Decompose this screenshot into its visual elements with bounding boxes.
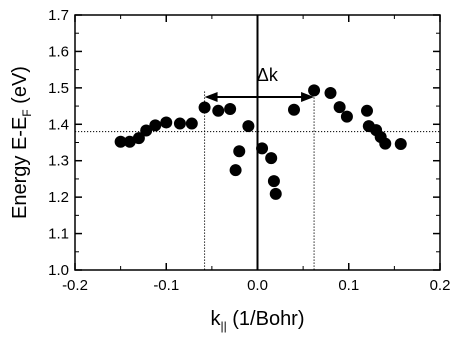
data-points	[114, 84, 407, 200]
y-tick-label: 1.0	[48, 262, 69, 279]
data-point	[361, 104, 373, 117]
data-point	[340, 110, 353, 123]
data-point	[114, 135, 127, 148]
y-tick-label: 1.3	[48, 153, 69, 170]
y-tick-label: 1.7	[48, 7, 69, 24]
data-point	[265, 152, 278, 165]
x-tick-label: 0.0	[247, 277, 268, 294]
data-point	[149, 119, 162, 132]
y-tick-label: 1.4	[48, 116, 69, 133]
data-point	[173, 117, 186, 130]
x-tick-label: 0.2	[430, 277, 451, 294]
data-point	[198, 101, 211, 114]
delta-k-annotation: Δk	[204, 65, 315, 102]
x-tick-label: 0.1	[338, 277, 359, 294]
data-point	[233, 145, 246, 158]
arrow-head-left	[204, 91, 218, 102]
y-tick-label: 1.5	[48, 80, 69, 97]
data-point	[394, 137, 407, 150]
arrow-head-right	[301, 91, 315, 102]
data-point	[160, 116, 173, 129]
x-tick-label: -0.1	[153, 277, 179, 294]
data-point	[123, 135, 136, 148]
data-point	[379, 137, 392, 150]
data-point	[212, 104, 225, 117]
y-axis-label: Energy E-EF (eV)	[9, 66, 34, 219]
data-point	[229, 164, 242, 177]
data-point	[269, 187, 282, 200]
delta-k-label: Δk	[257, 65, 279, 85]
y-tick-label: 1.2	[48, 189, 69, 206]
data-point	[308, 84, 321, 97]
data-point	[132, 132, 145, 145]
data-point	[224, 102, 237, 115]
data-point	[185, 117, 198, 130]
y-tick-label: 1.6	[48, 43, 69, 60]
y-tick-label: 1.1	[48, 226, 69, 243]
data-point	[256, 142, 269, 155]
data-point	[288, 103, 300, 116]
data-point	[140, 124, 153, 137]
data-point	[242, 120, 255, 133]
x-tick-label: -0.2	[62, 277, 88, 294]
data-point	[324, 86, 337, 99]
x-axis-label: k|| (1/Bohr)	[210, 308, 304, 333]
data-point	[333, 101, 346, 114]
data-point	[267, 175, 280, 188]
axis-ticks: -0.2 -0.1 0.0 0.1 0.2 1.0 1.1 1.2 1.3 1.4 1.5 1.6 1.…	[48, 7, 450, 294]
